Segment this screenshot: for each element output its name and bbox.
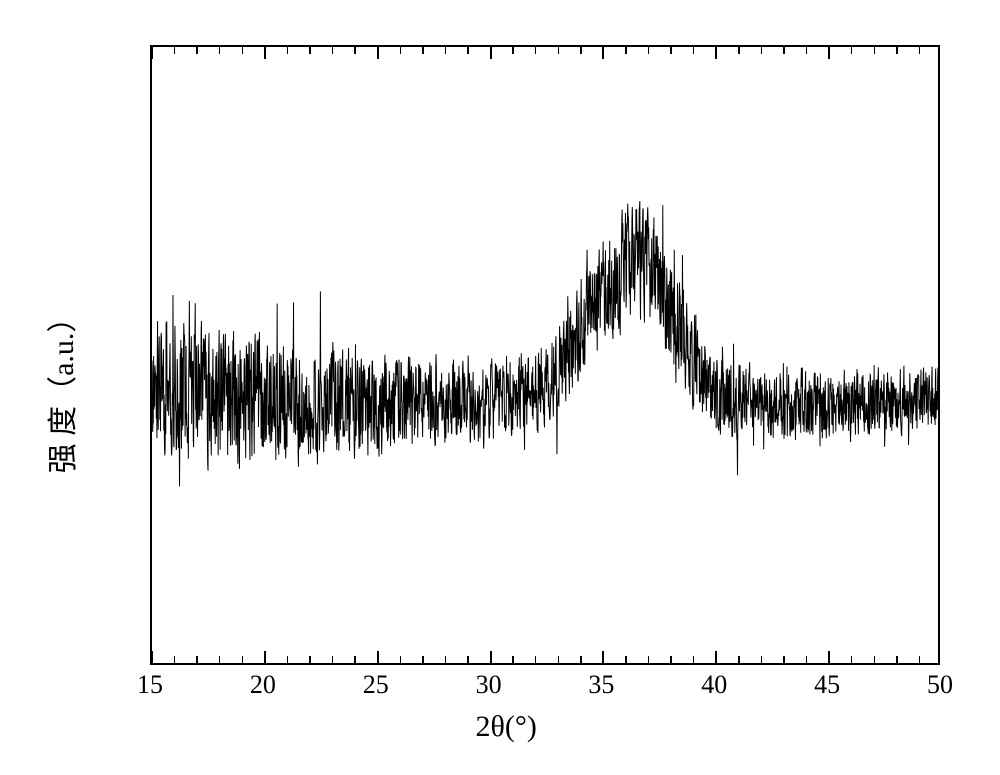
xtick-minor-top xyxy=(761,47,763,54)
xtick-minor-top xyxy=(174,47,176,54)
xtick-minor xyxy=(851,656,853,663)
xtick-minor-top xyxy=(625,47,627,54)
xtick-minor xyxy=(242,656,244,663)
xtick-major xyxy=(377,651,379,663)
xtick-minor-top xyxy=(332,47,334,54)
xtick-minor-top xyxy=(919,47,921,54)
xtick-minor xyxy=(287,656,289,663)
xtick-label: 25 xyxy=(363,670,389,700)
xtick-minor-top xyxy=(806,47,808,54)
xtick-minor-top xyxy=(512,47,514,54)
xtick-minor xyxy=(422,656,424,663)
xtick-minor xyxy=(467,656,469,663)
xtick-minor xyxy=(580,656,582,663)
xtick-minor xyxy=(670,656,672,663)
xtick-minor-top xyxy=(422,47,424,54)
xtick-minor-top xyxy=(851,47,853,54)
xtick-minor xyxy=(354,656,356,663)
xtick-major-top xyxy=(828,47,830,59)
xtick-minor-top xyxy=(874,47,876,54)
xtick-minor-top xyxy=(535,47,537,54)
xtick-major-top xyxy=(602,47,604,59)
xtick-minor-top xyxy=(219,47,221,54)
xtick-major xyxy=(828,651,830,663)
xtick-major xyxy=(602,651,604,663)
xtick-minor xyxy=(174,656,176,663)
xtick-label: 20 xyxy=(250,670,276,700)
xtick-minor xyxy=(196,656,198,663)
xtick-minor xyxy=(783,656,785,663)
x-axis-label: 2θ(°) xyxy=(475,710,536,744)
xtick-major-top xyxy=(151,47,153,59)
xtick-label: 30 xyxy=(476,670,502,700)
xtick-label: 40 xyxy=(701,670,727,700)
xtick-minor-top xyxy=(242,47,244,54)
xtick-minor xyxy=(309,656,311,663)
xtick-minor-top xyxy=(445,47,447,54)
y-axis-label: 强 度（a.u.） xyxy=(38,302,82,473)
xtick-major-top xyxy=(490,47,492,59)
xtick-minor-top xyxy=(467,47,469,54)
xtick-minor xyxy=(535,656,537,663)
xtick-minor xyxy=(738,656,740,663)
xtick-minor xyxy=(693,656,695,663)
xtick-minor-top xyxy=(580,47,582,54)
xtick-minor xyxy=(445,656,447,663)
xtick-major xyxy=(151,651,153,663)
xtick-label: 15 xyxy=(137,670,163,700)
xtick-label: 35 xyxy=(588,670,614,700)
xtick-minor xyxy=(219,656,221,663)
xtick-minor-top xyxy=(783,47,785,54)
xtick-minor-top xyxy=(738,47,740,54)
xtick-minor-top xyxy=(287,47,289,54)
xtick-minor-top xyxy=(693,47,695,54)
xrd-trace-line xyxy=(152,201,938,486)
xtick-minor-top xyxy=(558,47,560,54)
xtick-minor xyxy=(806,656,808,663)
xtick-minor xyxy=(332,656,334,663)
xtick-minor xyxy=(400,656,402,663)
xtick-label: 45 xyxy=(814,670,840,700)
xrd-trace-svg xyxy=(152,47,938,663)
xtick-major-top xyxy=(715,47,717,59)
xrd-chart: 2θ(°) 强 度（a.u.） 15 20 25 30 35 40 45 50 xyxy=(0,0,1000,775)
xtick-minor xyxy=(625,656,627,663)
xtick-minor-top xyxy=(648,47,650,54)
xtick-minor xyxy=(919,656,921,663)
xtick-minor xyxy=(558,656,560,663)
xtick-major xyxy=(490,651,492,663)
xtick-minor xyxy=(648,656,650,663)
xtick-minor-top xyxy=(196,47,198,54)
xtick-major-top xyxy=(377,47,379,59)
xtick-major xyxy=(715,651,717,663)
xtick-minor xyxy=(761,656,763,663)
xtick-minor-top xyxy=(670,47,672,54)
xtick-label: 50 xyxy=(927,670,953,700)
xtick-minor-top xyxy=(400,47,402,54)
xtick-minor xyxy=(512,656,514,663)
xtick-minor-top xyxy=(896,47,898,54)
xtick-minor-top xyxy=(354,47,356,54)
xtick-minor xyxy=(896,656,898,663)
xtick-major-top xyxy=(264,47,266,59)
plot-area xyxy=(150,45,940,665)
xtick-major xyxy=(264,651,266,663)
xtick-minor-top xyxy=(309,47,311,54)
xtick-minor xyxy=(874,656,876,663)
